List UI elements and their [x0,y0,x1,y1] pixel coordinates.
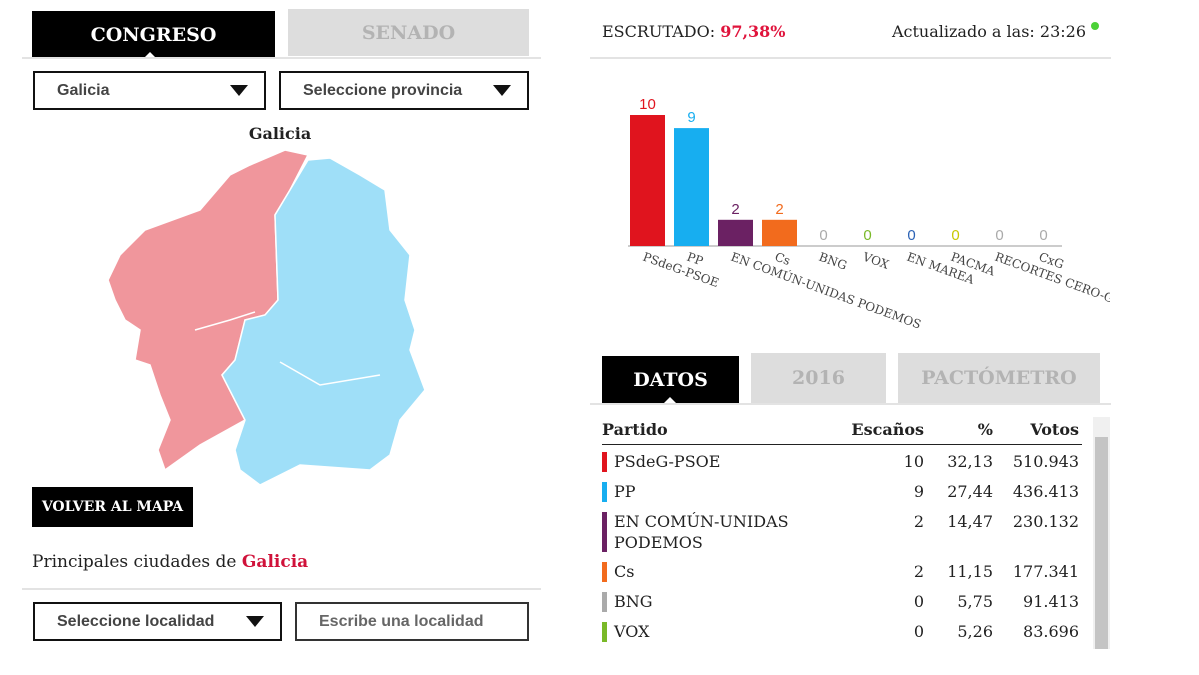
cities-label: Principales ciudades de Galicia [32,552,308,572]
cell-seats: 0 [913,622,924,641]
column-header: Votos [1030,420,1079,439]
border [194,311,256,331]
cell-votes: 91.413 [1023,592,1079,611]
label: ESCRUTADO: [602,22,716,41]
region-select[interactable]: Galicia [33,71,266,110]
value-label: 0 [1039,227,1047,244]
cell-seats: 2 [913,512,924,531]
bar [674,128,709,246]
live-dot [1091,22,1099,30]
value-label: 2 [731,201,739,218]
divider [22,57,541,59]
party-name: PP [614,482,636,501]
border [279,361,381,386]
category-label: Cs [773,250,792,268]
party-name: PSdeG-PSOE [614,452,721,471]
party-color [602,482,607,502]
tab[interactable]: CONGRESO [32,11,275,58]
value-label: 0 [907,227,915,244]
cell-seats: 0 [913,592,924,611]
tab-indicator [663,397,677,404]
cell-seats: 2 [913,562,924,581]
select-text: Seleccione localidad [57,612,215,630]
category-label: PP [685,250,705,269]
cell-votes: 436.413 [1012,482,1079,501]
value-label: 0 [863,227,871,244]
header-rule [602,444,1082,445]
party-name: Cs [614,562,635,581]
count-value: 97,38% [720,22,786,41]
column-header: Escaños [851,420,924,439]
cell-votes: 177.341 [1012,562,1079,581]
party-name: VOX [614,622,650,641]
party-color [602,562,607,582]
label: Principales ciudades de [32,552,237,572]
cell-percent: 11,15 [947,562,993,581]
locality-input[interactable]: Escribe una localidad [295,602,529,641]
cell-percent: 32,13 [947,452,993,471]
value-label: 0 [951,227,959,244]
tab[interactable]: SENADO [288,9,529,56]
province-east[interactable] [221,157,426,486]
bar [630,115,665,246]
party-name: BNG [614,592,653,611]
updated-time: Actualizado a las: 23:26 [891,22,1086,41]
cell-percent: 5,75 [957,592,993,611]
party-color [602,512,607,552]
cell-percent: 14,47 [947,512,993,531]
bar [718,219,753,246]
tab-indicator [143,52,157,59]
party-name: EN COMÚN-UNIDAS PODEMOS [614,512,789,552]
party-color [602,452,607,472]
locality-select[interactable]: Seleccione localidad [33,602,282,641]
tab[interactable]: DATOS [602,356,739,403]
province-select[interactable]: Seleccione provincia [279,71,529,110]
value-label: 0 [819,227,827,244]
map-title: Galicia [248,124,312,143]
cell-seats: 9 [913,482,924,501]
tab[interactable]: PACTÓMETRO [898,353,1100,403]
cell-votes: 230.132 [1012,512,1079,531]
cell-votes: 510.943 [1012,452,1079,471]
select-text: Galicia [57,81,110,99]
back-button[interactable]: VOLVER AL MAPA [32,487,193,527]
divider [590,403,1111,405]
cell-percent: 5,26 [957,622,993,641]
party-color [602,622,607,642]
placeholder: Escribe una localidad [319,612,484,630]
cell-seats: 10 [903,452,924,471]
value-label: 9 [687,109,695,126]
value-label: 0 [995,227,1003,244]
party-color [602,592,607,612]
bar [762,219,797,246]
cell-votes: 83.696 [1023,622,1079,641]
map [107,149,426,486]
value-label: 2 [775,201,783,218]
divider [590,57,1111,59]
column-header: % [977,420,993,439]
divider [22,588,541,590]
value-label: 10 [639,96,656,113]
scroll-thumb[interactable] [1095,437,1108,649]
column-header: Partido [602,420,668,439]
scrollbar[interactable] [1093,417,1110,649]
select-text: Seleccione provincia [303,81,463,99]
count-status: ESCRUTADO: 97,38% [602,22,786,41]
tab[interactable]: 2016 [751,353,886,403]
region-name: Galicia [241,552,309,572]
cell-percent: 27,44 [947,482,993,501]
